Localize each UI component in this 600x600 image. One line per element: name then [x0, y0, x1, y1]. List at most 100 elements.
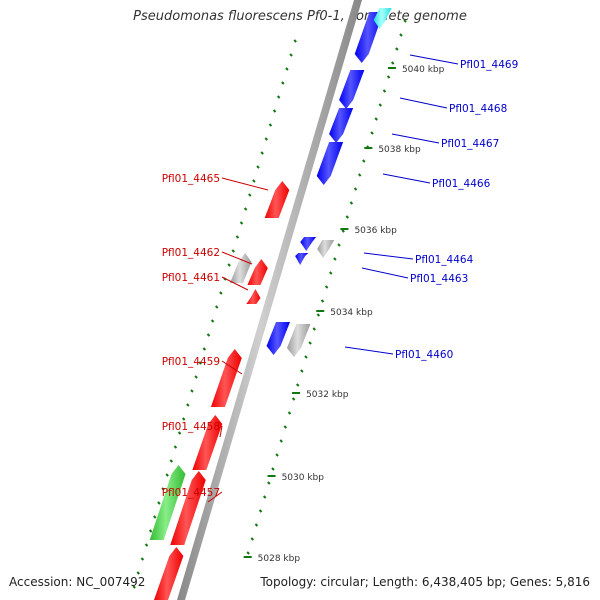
track-dot [136, 571, 140, 575]
track-dot [337, 243, 341, 247]
gene-pfl01-4464 [300, 237, 317, 251]
track-dot [268, 123, 273, 127]
leader-line [207, 491, 223, 503]
leader-line [363, 252, 414, 260]
genome-backbone [177, 0, 362, 600]
track-dot [324, 285, 329, 289]
gene-pfl01-4466 [316, 142, 344, 185]
track-dot [357, 173, 362, 177]
gene-label-pfl01-4458: Pfl01_4458 [162, 421, 220, 433]
gene-pfl01-4456 [154, 547, 184, 600]
scale-label: 5034 kbp [330, 308, 373, 318]
gene-label-pfl01-4464: Pfl01_4464 [415, 254, 474, 266]
gene-pfl01-4468 [339, 70, 365, 109]
gene-pfl01-4459 [210, 349, 242, 407]
track-dot [283, 425, 288, 429]
track-dot [291, 397, 296, 401]
right-tick-track [246, 19, 407, 555]
track-dot [210, 319, 215, 323]
track-dot [258, 509, 263, 513]
genome-summary-label: Topology: circular; Length: 6,438,405 bp… [260, 575, 590, 589]
gene-pfl01-4465 [264, 181, 290, 218]
gene-grey-a [317, 240, 335, 258]
track-dot [362, 159, 366, 163]
track-dot [264, 137, 268, 141]
track-dot [353, 187, 358, 191]
track-dot [157, 501, 161, 505]
track-dot [177, 431, 182, 435]
track-dot [403, 19, 407, 23]
track-dot [279, 439, 283, 443]
track-dot [148, 529, 153, 533]
track-dot [275, 453, 279, 457]
track-dot [202, 347, 207, 351]
track-dot [194, 375, 198, 379]
leader-line [409, 54, 459, 65]
gene-label-pfl01-4468: Pfl01_4468 [449, 103, 507, 115]
leader-line [382, 173, 431, 184]
track-dot [289, 53, 293, 57]
track-dot [316, 313, 321, 317]
track-dot [272, 109, 277, 113]
gene-label-pfl01-4462: Pfl01_4462 [162, 247, 220, 259]
accession-label: Accession: NC_007492 [9, 575, 146, 589]
gene-label-pfl01-4457: Pfl01_4457 [162, 487, 220, 499]
gene-pfl01-4470 [373, 8, 392, 29]
track-dot [391, 61, 395, 65]
track-dot [378, 103, 383, 107]
track-dot [395, 47, 399, 51]
gene-pfl01-4460 [266, 322, 291, 355]
gene-pfl01-4458 [192, 415, 223, 470]
track-dot [231, 249, 235, 253]
gene-label-pfl01-4465: Pfl01_4465 [162, 173, 220, 185]
scale-label: 5038 kbp [378, 145, 421, 155]
track-dot [169, 459, 174, 463]
gene-pfl01-4461b [246, 289, 261, 304]
leader-line [391, 133, 440, 144]
gene-pfl01-4467 [329, 108, 354, 143]
track-dot [215, 305, 219, 309]
track-dot [190, 389, 194, 393]
track-dot [374, 117, 378, 121]
track-dot [341, 229, 345, 233]
gene-label-pfl01-4461: Pfl01_4461 [162, 272, 220, 284]
track-dot [206, 333, 211, 337]
track-dot [250, 537, 254, 541]
track-dot [304, 355, 308, 359]
gene-label-pfl01-4460: Pfl01_4460 [395, 349, 453, 361]
track-dot [227, 263, 231, 267]
track-dot [132, 585, 136, 589]
track-dot [300, 369, 304, 373]
track-dot [140, 557, 145, 561]
gene-pfl01-4461 [247, 259, 268, 285]
track-dot [281, 81, 285, 85]
track-dot [276, 95, 281, 99]
track-dot [256, 165, 260, 169]
track-dot [248, 193, 252, 197]
track-dot [181, 417, 186, 421]
track-dot [262, 495, 267, 499]
track-dot [312, 327, 316, 331]
track-dot [349, 201, 354, 205]
track-dot [254, 523, 259, 527]
track-dot [267, 481, 271, 485]
gene-label-pfl01-4463: Pfl01_4463 [410, 273, 468, 285]
track-dot [386, 75, 391, 79]
track-dot [296, 383, 300, 387]
gene-label-pfl01-4459: Pfl01_4459 [162, 356, 220, 368]
track-dot [382, 89, 387, 93]
left-tick-track [132, 39, 297, 589]
leader-line [399, 97, 448, 109]
track-dot [370, 131, 374, 135]
gene-pfl01-4457 [170, 471, 206, 545]
gene-label-pfl01-4469: Pfl01_4469 [460, 59, 518, 71]
track-dot [246, 551, 250, 555]
scale-label: 5032 kbp [306, 390, 349, 400]
track-dot [333, 257, 337, 261]
leader-line [221, 276, 249, 291]
track-dot [320, 299, 325, 303]
track-dot [285, 67, 289, 71]
track-dot [153, 515, 157, 519]
track-dot [165, 473, 169, 477]
